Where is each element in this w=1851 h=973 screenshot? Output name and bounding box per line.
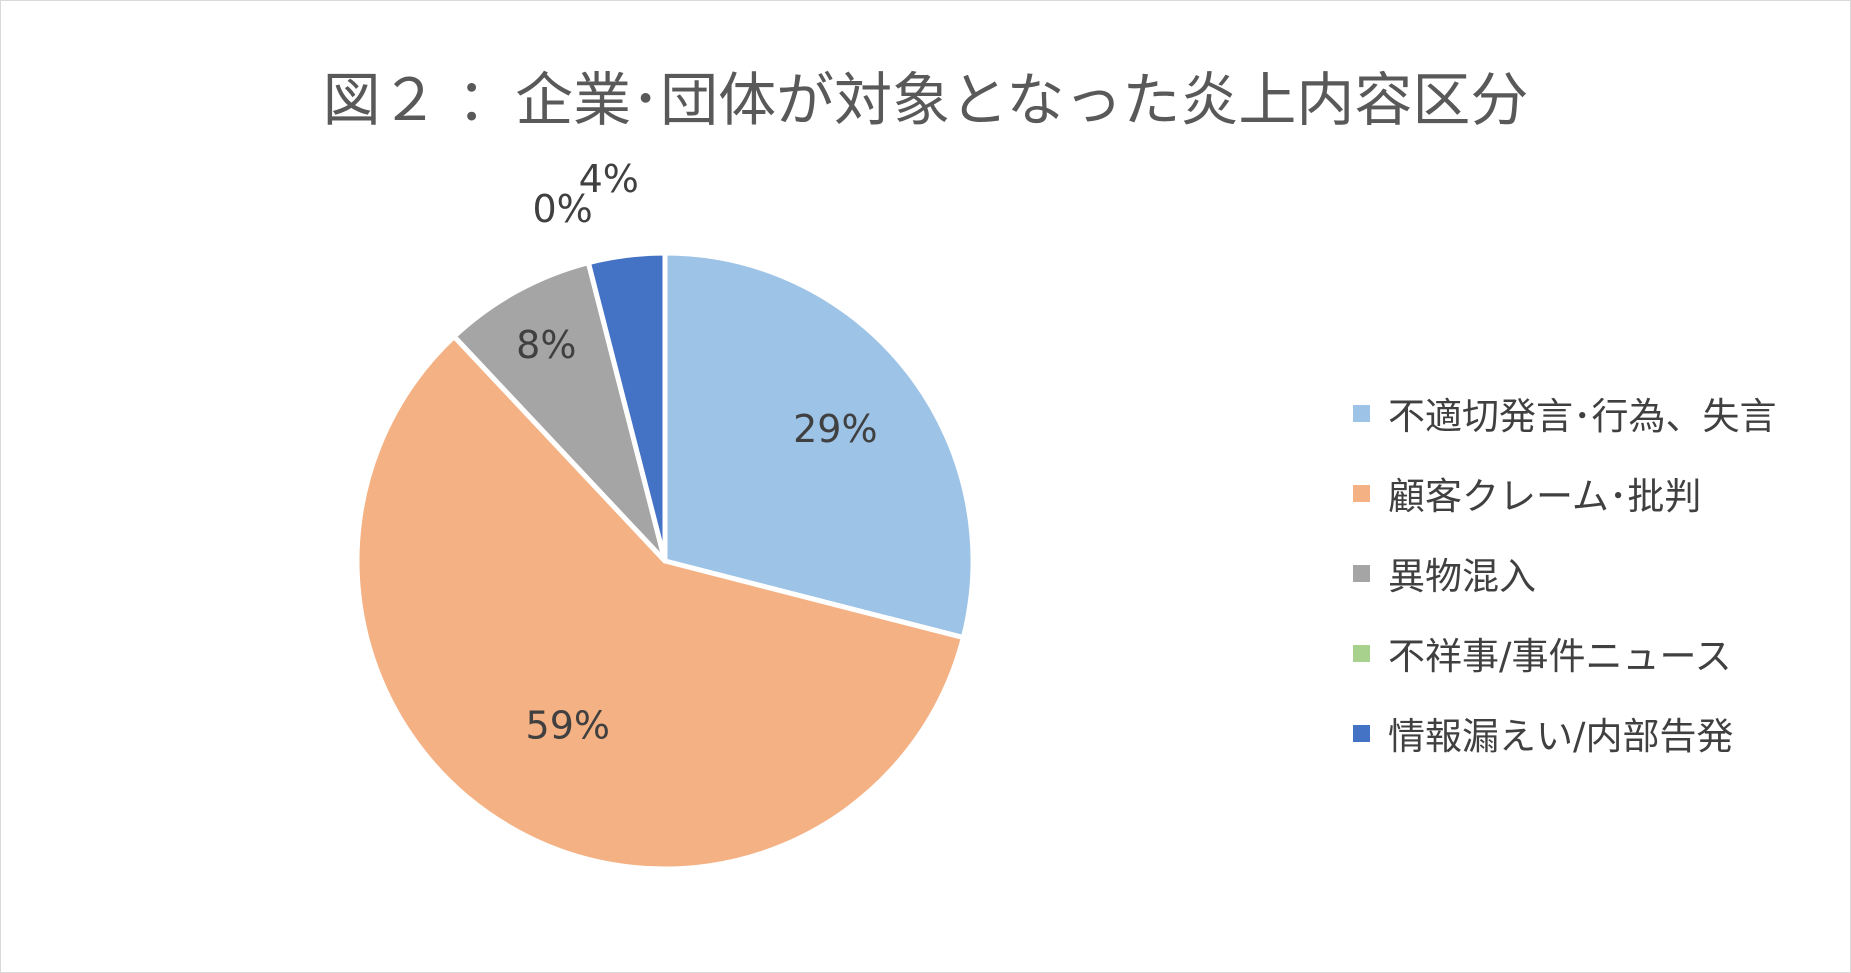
legend-label: 顧客クレーム･批判 — [1388, 475, 1702, 518]
legend-item: 異物混入 — [1353, 533, 1843, 613]
pie-slice — [451, 260, 668, 564]
pie-slice — [354, 333, 966, 872]
legend-label: 不適切発言･行為、失言 — [1388, 395, 1777, 438]
pie-data-label: 0% — [532, 187, 592, 231]
legend-item: 不適切発言･行為、失言 — [1353, 373, 1843, 453]
pie-slice — [585, 250, 668, 564]
pie-data-label: 8% — [516, 323, 576, 367]
pie-slice — [662, 250, 976, 641]
chart-title: 図２ ：企業･団体が対象となった炎上内容区分 — [322, 66, 1529, 134]
pie-data-label: 59% — [526, 703, 610, 747]
legend-label: 情報漏えい/内部告発 — [1388, 715, 1734, 758]
legend-swatch — [1353, 644, 1370, 662]
pie-data-label: 29% — [793, 407, 877, 451]
legend-label: 不祥事/事件ニュース — [1388, 635, 1732, 678]
legend-swatch — [1353, 724, 1370, 742]
pie-data-label: 4% — [579, 157, 639, 201]
legend: 不適切発言･行為、失言 顧客クレーム･批判 異物混入不祥事/事件ニュース 情報漏えい/… — [1353, 373, 1843, 773]
legend-item: 顧客クレーム･批判 — [1353, 453, 1843, 533]
legend-item: 不祥事/事件ニュース — [1353, 613, 1843, 693]
legend-item: 情報漏えい/内部告発 — [1353, 693, 1843, 773]
legend-label: 異物混入 — [1388, 555, 1536, 598]
legend-swatch — [1353, 484, 1370, 502]
legend-swatch — [1353, 404, 1370, 422]
legend-swatch — [1353, 564, 1370, 582]
